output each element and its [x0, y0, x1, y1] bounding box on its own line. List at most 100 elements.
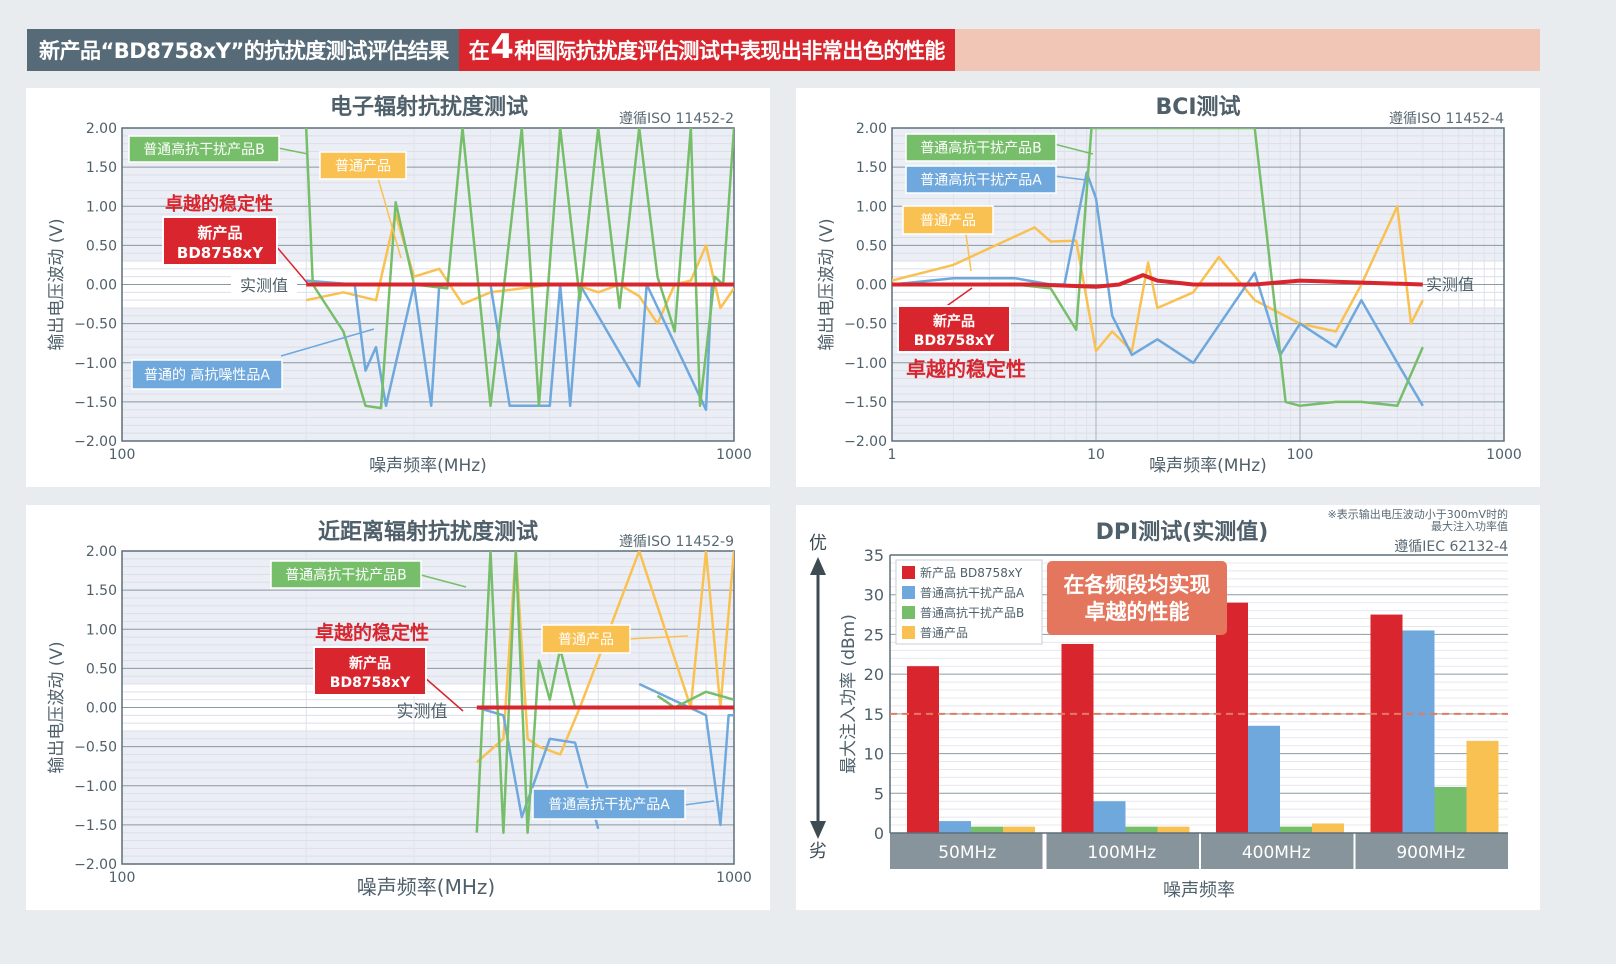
label-new-product: 新产品 BD8758xY [897, 305, 1011, 353]
y-tick-label: 1.00 [856, 199, 887, 215]
y-tick-label: −2.00 [74, 857, 117, 873]
x-axis-label: 噪声频率(MHz) [1149, 456, 1267, 476]
arrow-down-icon [810, 821, 826, 839]
x-tick-label: 100 [109, 870, 136, 886]
series-group [892, 128, 1424, 408]
label-normal-product-bg [902, 205, 994, 235]
callout-line-b [420, 574, 467, 588]
measured-label: 实测值 [397, 702, 448, 722]
category-box [1355, 833, 1508, 869]
category-label: 400MHz [1242, 843, 1311, 863]
label-product-a-bg [131, 359, 283, 390]
x-tick-label: 100 [1287, 447, 1314, 463]
y-tick-label: 30 [864, 586, 884, 605]
label-product-a: 普通的 高抗噪性品A [131, 359, 283, 390]
bar-900MHz-3 [1466, 740, 1499, 833]
legend-swatch [902, 586, 915, 599]
callout-line-new [423, 676, 464, 712]
bar-900MHz-2 [1434, 786, 1467, 833]
callout-line-normal [377, 177, 402, 259]
series-group [475, 551, 734, 834]
y-tick-label: −2.00 [74, 434, 117, 450]
label-new-product-line1: 新产品 [933, 313, 975, 330]
chart-panel-near-field: 近距离辐射抗扰度测试 遵循ISO 11452-9 2.00 1.50 1.00 0.50 0… [26, 505, 770, 910]
measured-label: 实测值 [1426, 275, 1474, 294]
y-tick-label: 0.00 [86, 278, 117, 294]
y-axis-label: 输出电压波动 (V) [47, 641, 67, 773]
chart-title: 近距离辐射抗扰度测试 [318, 519, 538, 545]
series-line-2 [304, 128, 734, 410]
legend-box [895, 559, 1043, 645]
label-normal-product: 普通产品 [319, 151, 407, 180]
label-new-product-bg [162, 216, 278, 266]
chart-svg: DPI测试(实测值) ※表示输出电压波动小于300mV时的最大注入功率值遵循IEC… [809, 507, 1508, 901]
label-normal-product-text: 普通产品 [558, 632, 614, 648]
better-label: 优 [809, 533, 827, 554]
y-tick-label: 2.00 [86, 544, 117, 560]
y-tick-label: 1.00 [86, 199, 117, 215]
label-new-product-bg [897, 305, 1011, 353]
standard-label: 遵循ISO 11452-9 [619, 533, 734, 550]
label-normal-product-text: 普通产品 [920, 213, 976, 229]
legend-label: 普通产品 [920, 626, 968, 640]
chart-panel-radiated: 电子辐射抗扰度测试 遵循ISO 11452-2 2.00 1.50 1.00 0.50 0.… [26, 88, 770, 487]
stability-label: 卓越的稳定性 [906, 357, 1026, 381]
bar-400MHz-0 [1216, 602, 1248, 833]
banner-highlight: 在 4 种国际抗扰度评估测试中表现出非常出色的性能 [458, 27, 955, 71]
y-tick-label: −0.50 [844, 317, 887, 333]
category-box [1046, 833, 1199, 869]
measured-label-bg [231, 274, 297, 294]
label-new-product-line2: BD8758xY [330, 675, 411, 691]
callout-line-a [683, 800, 715, 806]
label-product-a-text: 普通高抗干扰产品A [548, 796, 670, 813]
x-axis-label: 噪声频率 [1163, 880, 1235, 901]
legend-swatch [902, 626, 915, 639]
y-tick-label: 1.50 [86, 583, 117, 599]
label-product-b: 普通高抗干扰产品B [270, 560, 422, 589]
y-tick-label: 1.00 [86, 622, 117, 638]
chart-svg: 电子辐射抗扰度测试 遵循ISO 11452-2 2.00 1.50 1.00 0.50 0.… [47, 94, 752, 476]
x-tick-label: 1000 [716, 870, 752, 886]
label-normal-product-bg [319, 151, 407, 180]
y-tick-label: 2.00 [86, 121, 117, 137]
chart-panel-dpi: DPI测试(实测值) ※表示输出电压波动小于300mV时的 最大注入功率值 遵循IEC… [796, 505, 1540, 910]
bar-50MHz-2 [971, 826, 1003, 833]
bar-400MHz-3 [1312, 823, 1344, 833]
series-line-2 [892, 128, 1424, 408]
y-tick-label: 1.50 [856, 160, 887, 176]
chart-title: 电子辐射抗扰度测试 [330, 94, 528, 120]
y-tick-label: −2.00 [844, 434, 887, 450]
label-product-a: 普通高抗干扰产品A [532, 788, 686, 820]
legend: 新产品 BD8758xY 普通高抗干扰产品A 普通高抗干扰产品B 普通产品 [895, 559, 1043, 645]
measured-label: 实测值 [240, 276, 288, 295]
y-tick-label: −1.00 [74, 779, 117, 795]
callout-line-a [280, 328, 375, 357]
bar-50MHz-0 [907, 666, 939, 833]
y-tick-label: 0.00 [86, 701, 117, 717]
label-product-b-text: 普通高抗干扰产品B [143, 141, 265, 158]
y-tick-label: 0.50 [86, 238, 117, 254]
label-normal-product: 普通产品 [541, 624, 631, 654]
banner-tail [954, 29, 1540, 71]
y-tick-label: 20 [864, 665, 884, 684]
x-axis-label: 噪声频率(MHz) [369, 456, 487, 476]
banner-prefix: 在 [468, 39, 490, 63]
callout-bg [1047, 561, 1227, 635]
legend-label: 普通高抗干扰产品B [920, 605, 1024, 620]
label-new-product-line1: 新产品 [349, 655, 391, 672]
x-tick-label: 100 [109, 447, 136, 463]
label-product-b-bg [905, 133, 1057, 162]
y-axis-label: 最大注入功率 (dBm) [839, 614, 859, 774]
category-label: 50MHz [938, 843, 996, 863]
label-product-b-bg [270, 560, 422, 589]
callout-line-normal [965, 233, 972, 272]
series-line-2 [475, 551, 734, 834]
banner-number: 4 [490, 27, 514, 67]
stability-label: 卓越的稳定性 [165, 193, 273, 215]
bar-900MHz-0 [1370, 614, 1403, 833]
label-product-a-text: 普通的 高抗噪性品A [144, 367, 270, 384]
label-product-b-text: 普通高抗干扰产品B [920, 140, 1042, 157]
label-new-product-line2: BD8758xY [177, 244, 264, 262]
label-new-product: 新产品 BD8758xY [162, 216, 278, 266]
label-product-a-text: 普通高抗干扰产品A [920, 172, 1042, 189]
